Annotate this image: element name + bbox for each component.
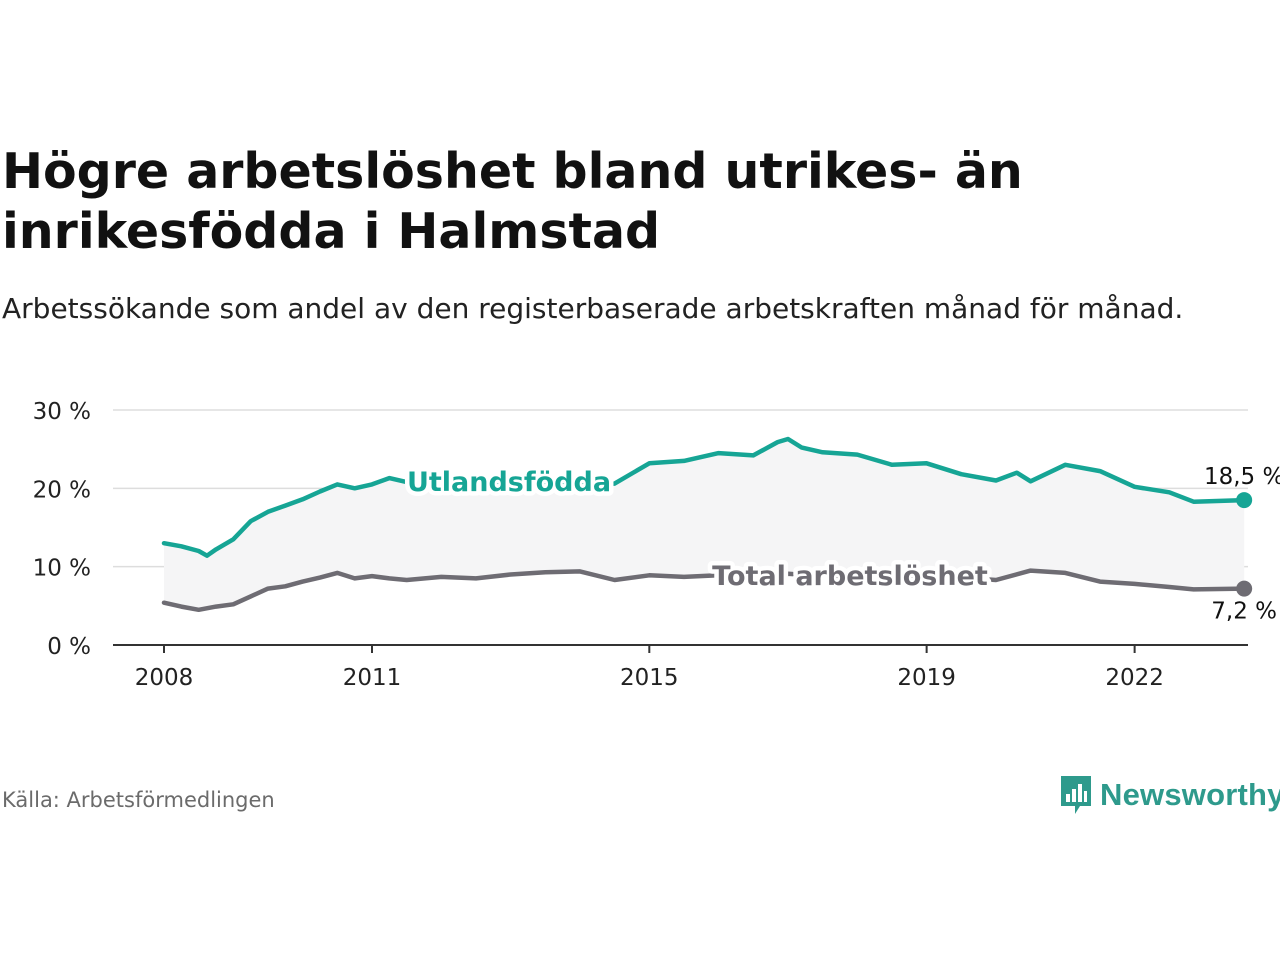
series-line-total-arbetsloshet (161, 568, 1247, 613)
source-note: Källa: Arbetsförmedlingen (2, 788, 275, 812)
brand-logo: Newsworthy (1058, 772, 1280, 818)
label-layer: Utlandsfödda Total arbetslöshet 18,5 % 7,2 … (402, 463, 1280, 625)
chart-subtitle: Arbetssökande som andel av den registerb… (2, 292, 1184, 325)
x-axis: 2008 2011 2015 2019 2022 (135, 645, 1164, 691)
y-axis: 0 % 10 % 20 % 30 % (33, 399, 91, 660)
chart-title: Högre arbetslöshet bland utrikes- än inr… (2, 143, 1023, 260)
newsworthy-logo-icon (1061, 776, 1091, 814)
series-line-utlandsfodda (161, 436, 1247, 558)
x-tick-label: 2008 (135, 665, 194, 691)
end-label-utlandsfodda: 18,5 % (1204, 464, 1280, 490)
x-tick-label: 2022 (1105, 665, 1164, 691)
y-tick-label: 30 % (33, 399, 91, 425)
line-chart: 2008 2011 2015 2019 2022 0 % 10 % 20 % 30 % Utl… (33, 399, 1280, 691)
series-end-marker-utlandsfodda (1236, 492, 1253, 509)
brand-name: Newsworthy (1100, 777, 1280, 812)
y-tick-label: 10 % (33, 556, 91, 582)
x-tick-label: 2019 (897, 665, 956, 691)
y-tick-label: 20 % (33, 477, 91, 503)
range-band (164, 439, 1245, 610)
series-layer (161, 436, 1253, 613)
end-label-total: 7,2 % (1211, 599, 1277, 625)
y-tick-label: 0 % (47, 634, 91, 660)
series-label-utlandsfodda: Utlandsfödda (407, 467, 611, 498)
series-end-marker-total-arbetsloshet (1236, 580, 1253, 597)
x-tick-label: 2011 (343, 665, 402, 691)
x-tick-label: 2015 (620, 665, 679, 691)
series-label-total-arbetsloshet: Total arbetslöshet (712, 561, 988, 592)
